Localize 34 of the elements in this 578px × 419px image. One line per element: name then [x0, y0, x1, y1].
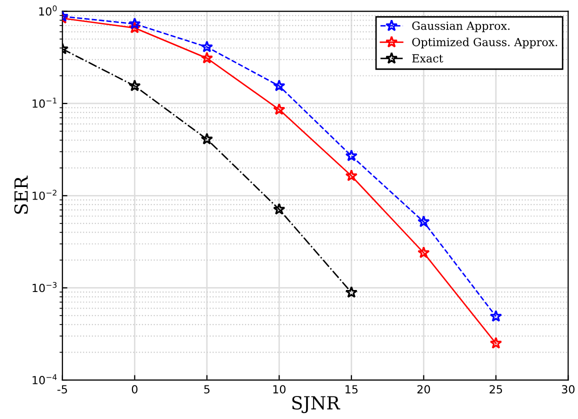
point — [200, 132, 214, 145]
point — [128, 22, 141, 34]
point — [273, 103, 286, 115]
point — [345, 169, 358, 182]
y-tick-label: 10$^{−2}$ — [32, 190, 56, 200]
point — [273, 202, 286, 215]
y-tick-label: 10$^{−4}$ — [32, 374, 57, 384]
point — [200, 52, 214, 64]
point — [128, 18, 141, 30]
x-tick-label: 20 — [417, 385, 430, 394]
point — [490, 336, 502, 349]
point — [128, 80, 141, 92]
x-axis-title: SJNR — [292, 396, 340, 414]
point — [273, 80, 286, 92]
point — [418, 215, 430, 228]
point — [345, 286, 358, 298]
x-tick-label: 5 — [204, 385, 210, 394]
x-tick-label: 25 — [490, 385, 502, 394]
x-tick-label: 10 — [273, 385, 286, 394]
point — [345, 150, 358, 162]
x-tick-label: -5 — [57, 385, 67, 394]
legend-label: Exact — [412, 54, 444, 63]
point — [200, 40, 214, 52]
y-tick-label: 10$^{−3}$ — [32, 282, 57, 292]
legend-label: Optimized Gauss. Approx. — [412, 38, 558, 48]
x-tick-label: 30 — [562, 385, 575, 394]
point — [418, 246, 430, 258]
x-tick-label: 0 — [132, 385, 138, 394]
point — [490, 310, 502, 322]
x-tick-label: 15 — [346, 385, 358, 394]
y-axis-title: SER — [14, 176, 28, 214]
legend-label: Gaussian Approx. — [412, 22, 510, 32]
y-tick-label: 10$^{−1}$ — [32, 98, 56, 108]
y-tick-label: 10$^{0}$ — [39, 5, 57, 16]
